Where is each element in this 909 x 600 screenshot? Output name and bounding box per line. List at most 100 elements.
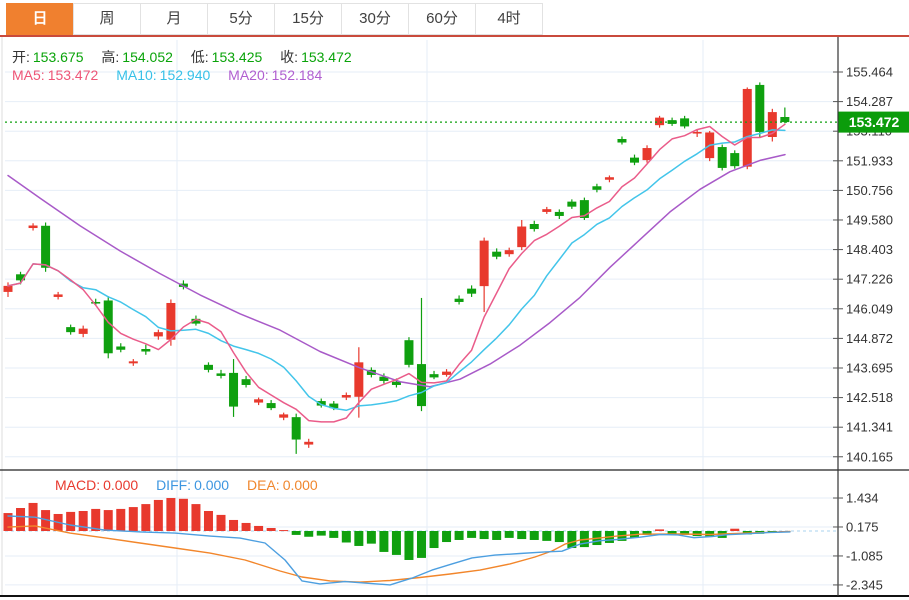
candle-body-up bbox=[692, 131, 702, 134]
macd-bar-down bbox=[567, 531, 577, 549]
candle-body-up bbox=[354, 362, 364, 397]
candle-body-down bbox=[191, 318, 201, 324]
candle-body-down bbox=[680, 118, 690, 127]
macd-bar-down bbox=[542, 531, 552, 541]
macd-bar-down bbox=[642, 531, 652, 535]
tab-15min[interactable]: 15分 bbox=[274, 3, 342, 35]
ma20-line bbox=[7, 153, 786, 388]
candle-body-up bbox=[53, 294, 63, 297]
macd-axis-label: -2.345 bbox=[846, 577, 883, 592]
candle-body-down bbox=[617, 138, 627, 143]
candle-body-up bbox=[642, 148, 652, 161]
macd-bar-down bbox=[366, 531, 376, 544]
macd-bar-down bbox=[529, 531, 539, 540]
macd-bar-down bbox=[467, 531, 477, 538]
macd-axis-label: -1.085 bbox=[846, 548, 883, 563]
macd-bar-up bbox=[178, 498, 188, 531]
macd-bar-down bbox=[554, 531, 564, 543]
macd-bar-up bbox=[266, 528, 276, 531]
macd-bar-down bbox=[416, 531, 426, 558]
price-axis-label: 148.403 bbox=[846, 242, 893, 257]
candle-body-up bbox=[767, 112, 777, 137]
price-axis-label: 142.518 bbox=[846, 390, 893, 405]
candle-body-down bbox=[755, 84, 765, 132]
tab-day[interactable]: 日 bbox=[6, 3, 74, 35]
macd-bar-down bbox=[492, 531, 502, 540]
macd-bar-up bbox=[166, 498, 176, 531]
macd-bar-down bbox=[329, 531, 339, 538]
period-tab-bar: 日 周 月 5分 15分 30分 60分 4时 bbox=[6, 3, 543, 35]
candle-body-down bbox=[66, 327, 76, 333]
candle-body-down bbox=[454, 298, 464, 302]
macd-axis-label: 0.175 bbox=[846, 519, 879, 534]
candle-body-down bbox=[492, 251, 502, 257]
candle-body-down bbox=[554, 211, 564, 216]
macd-bar-down bbox=[291, 531, 301, 535]
macd-bar-up bbox=[16, 508, 26, 531]
ma10-line bbox=[7, 129, 786, 412]
candle-body-up bbox=[28, 225, 38, 229]
macd-bar-up bbox=[128, 507, 138, 531]
macd-bar-down bbox=[692, 531, 702, 537]
candle-body-up bbox=[341, 395, 351, 398]
candle-body-down bbox=[91, 301, 101, 304]
tab-week[interactable]: 周 bbox=[73, 3, 141, 35]
macd-bar-up bbox=[203, 510, 213, 531]
candle-body-down bbox=[529, 224, 539, 230]
candle-body-up bbox=[166, 302, 176, 340]
macd-bar-down bbox=[341, 531, 351, 543]
macd-bar-down bbox=[504, 531, 514, 538]
macd-bar-down bbox=[304, 531, 314, 537]
candle-body-down bbox=[429, 374, 439, 378]
tab-30min[interactable]: 30分 bbox=[341, 3, 409, 35]
price-axis-label: 140.165 bbox=[846, 449, 893, 464]
macd-bar-up bbox=[216, 514, 226, 531]
macd-bar-up bbox=[41, 510, 51, 531]
macd-bar-up bbox=[78, 510, 88, 531]
candle-body-up bbox=[479, 240, 489, 287]
candle-body-down bbox=[316, 401, 326, 406]
macd-bar-down bbox=[316, 531, 326, 536]
candle-body-up bbox=[128, 361, 138, 364]
current-price-badge-text: 153.472 bbox=[849, 114, 900, 130]
candle-body-down bbox=[16, 274, 26, 281]
candle-body-down bbox=[667, 120, 677, 124]
macd-axis-label: 1.434 bbox=[846, 491, 879, 506]
macd-bar-up bbox=[116, 508, 126, 531]
candle-body-down bbox=[379, 376, 389, 381]
tab-month[interactable]: 月 bbox=[140, 3, 208, 35]
candle-body-up bbox=[153, 332, 163, 337]
candle-body-down bbox=[216, 373, 226, 376]
candle-body-up bbox=[655, 117, 665, 126]
macd-bar-up bbox=[103, 510, 113, 531]
candle-body-down bbox=[241, 379, 251, 385]
macd-bar-down bbox=[680, 531, 690, 535]
macd-bar-up bbox=[229, 519, 239, 531]
candle-body-down bbox=[391, 381, 401, 385]
macd-bar-up bbox=[91, 508, 101, 531]
macd-bar-up bbox=[241, 522, 251, 531]
candle-body-up bbox=[604, 177, 614, 180]
candle-body-down bbox=[404, 340, 414, 365]
candle-body-up bbox=[304, 441, 314, 445]
tab-60min[interactable]: 60分 bbox=[408, 3, 476, 35]
macd-bar-up bbox=[254, 525, 264, 531]
candle-body-down bbox=[141, 349, 151, 352]
candle-body-down bbox=[266, 403, 276, 409]
price-axis-label: 150.756 bbox=[846, 183, 893, 198]
macd-bar-down bbox=[517, 531, 527, 540]
macd-bar-up bbox=[153, 499, 163, 531]
tab-4hour[interactable]: 4时 bbox=[475, 3, 543, 35]
candle-body-up bbox=[279, 414, 289, 418]
price-axis-label: 146.049 bbox=[846, 301, 893, 316]
tab-5min[interactable]: 5分 bbox=[207, 3, 275, 35]
macd-bar-down bbox=[429, 531, 439, 549]
candle-body-up bbox=[542, 209, 552, 212]
ma5-line bbox=[7, 123, 786, 423]
candle-body-up bbox=[78, 328, 88, 334]
candle-body-down bbox=[291, 417, 301, 440]
candle-body-up bbox=[254, 399, 264, 403]
candle-body-down bbox=[592, 186, 602, 190]
